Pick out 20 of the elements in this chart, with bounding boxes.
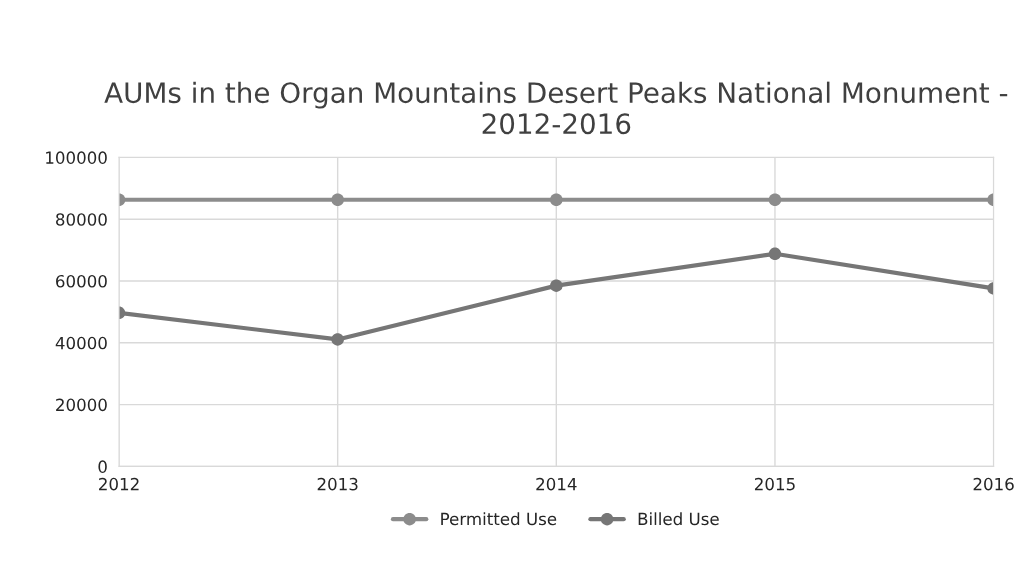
point xyxy=(331,333,344,346)
point xyxy=(768,193,782,206)
x-tick-label: 2016 xyxy=(973,477,1014,491)
x-tick-label: 2012 xyxy=(99,477,139,491)
y-tick-label: 40000 xyxy=(55,336,107,350)
y-tick-label: 80000 xyxy=(56,213,107,226)
y-tick-label: 20000 xyxy=(56,398,107,412)
y-tick-label: 0 xyxy=(98,460,107,473)
legend-label: Permitted Use xyxy=(441,512,557,526)
y-tick-label: 100000 xyxy=(46,151,107,164)
point xyxy=(550,279,563,292)
point xyxy=(550,193,563,206)
legend-label: Billed Use xyxy=(638,512,719,526)
x-tick-label: 2015 xyxy=(754,477,795,491)
x-tick-label: 2013 xyxy=(317,477,358,491)
chart-title: AUMs in the Organ Mountains Desert Peaks National Monument - 2012-2016 xyxy=(104,81,1008,135)
point xyxy=(768,247,782,261)
y-tick-label: 60000 xyxy=(56,274,107,288)
point xyxy=(331,193,344,206)
x-tick-label: 2014 xyxy=(536,477,577,491)
